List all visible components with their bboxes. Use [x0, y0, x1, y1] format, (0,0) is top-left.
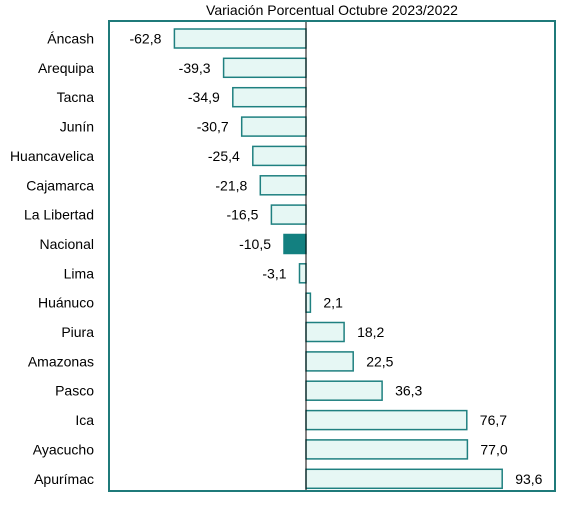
value-label-ancash: -62,8: [129, 31, 161, 47]
category-label-arequipa: Arequipa: [38, 60, 94, 76]
value-label-pasco: 36,3: [395, 383, 422, 399]
bar-huancavelica: [252, 145, 307, 167]
category-labels-group: Áncash Arequipa Tacna Junín Huancavelica Caja…: [10, 31, 94, 487]
value-label-arequipa: -39,3: [179, 60, 211, 76]
bar-huanuco: [305, 292, 312, 313]
bar-pasco: [305, 380, 383, 401]
value-labels-group: -62,8 -39,3 -34,9 -30,7 -25,4 -21,8 -16,5 -10,5…: [129, 31, 542, 487]
value-label-nacional: -10,5: [239, 236, 271, 252]
category-label-lima: Lima: [64, 265, 95, 281]
category-label-piura: Piura: [61, 324, 94, 340]
bar-ayacucho: [305, 439, 469, 460]
bar-ancash: [173, 28, 307, 49]
category-label-pasco: Pasco: [55, 383, 94, 399]
bar-tacna: [232, 86, 307, 108]
value-label-piura: 18,2: [357, 324, 384, 340]
bar-la-libertad: [270, 204, 307, 225]
value-label-junin: -30,7: [197, 119, 229, 135]
category-label-ancash: Áncash: [47, 31, 94, 47]
bar-apurimac: [305, 468, 503, 490]
bars-group: [173, 28, 503, 490]
category-label-amazonas: Amazonas: [28, 353, 94, 369]
value-label-huanuco: 2,1: [323, 295, 343, 311]
plot-frame: [108, 20, 556, 492]
bar-cajamarca: [259, 175, 307, 196]
bar-nacional: [283, 233, 307, 255]
value-label-huancavelica: -25,4: [208, 148, 240, 164]
category-label-nacional: Nacional: [40, 236, 94, 252]
value-label-amazonas: 22,5: [366, 353, 393, 369]
value-label-tacna: -34,9: [188, 89, 220, 105]
bar-arequipa: [222, 57, 307, 79]
value-label-ayacucho: 77,0: [480, 441, 507, 457]
chart-title: Variación Porcentual Octubre 2023/2022: [206, 2, 458, 18]
bar-amazonas: [305, 351, 354, 372]
category-label-ayacucho: Ayacucho: [33, 441, 94, 457]
category-label-huanuco: Huánuco: [38, 295, 94, 311]
category-label-cajamarca: Cajamarca: [26, 177, 94, 193]
category-label-la-libertad: La Libertad: [24, 207, 94, 223]
value-label-cajamarca: -21,8: [215, 177, 247, 193]
value-label-lima: -3,1: [262, 265, 286, 281]
bar-piura: [305, 321, 345, 343]
value-label-ica: 76,7: [480, 412, 507, 428]
category-label-junin: Junín: [60, 119, 94, 135]
value-label-apurimac: 93,6: [515, 471, 542, 487]
bar-ica: [305, 409, 468, 431]
category-label-apurimac: Apurímac: [34, 471, 94, 487]
bar-junin: [240, 116, 307, 137]
category-label-ica: Ica: [75, 412, 94, 428]
category-label-huancavelica: Huancavelica: [10, 148, 94, 164]
category-label-tacna: Tacna: [57, 89, 95, 105]
value-label-la-libertad: -16,5: [226, 207, 258, 223]
bar-lima: [298, 263, 307, 284]
